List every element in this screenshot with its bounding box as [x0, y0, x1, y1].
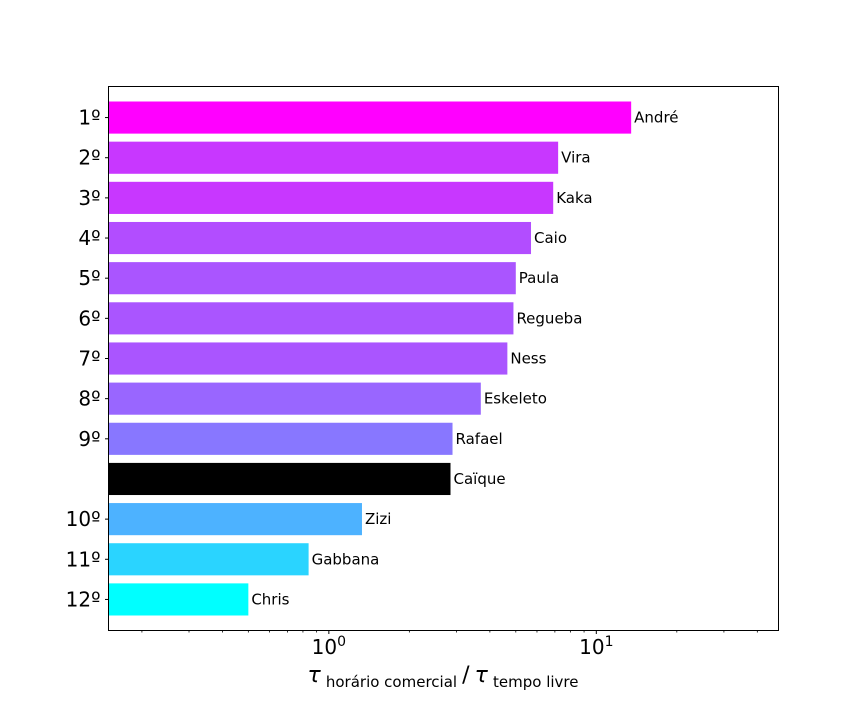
x-axis-label-slash: /	[462, 663, 470, 688]
bar	[108, 543, 309, 576]
bar-label: Caio	[534, 229, 567, 247]
bars-layer: André Vira Kaka Caio Paula Regueba Ness Eskelet…	[108, 101, 679, 616]
y-tick-label: 8º	[78, 387, 100, 411]
x-tick-exponent: 0	[337, 634, 346, 650]
bar-label: André	[634, 109, 678, 127]
y-tick-label: 5º	[78, 266, 100, 290]
x-axis-label-tau2: τ	[475, 663, 489, 688]
y-tick-label: 9º	[78, 427, 100, 451]
bar-label: Kaka	[556, 189, 592, 207]
bar-label: Vira	[561, 149, 590, 167]
bar-label: Chris	[251, 590, 289, 608]
bar-label: Zizi	[365, 510, 391, 528]
bar	[108, 181, 554, 214]
y-tick-label: 7º	[78, 347, 100, 371]
bar	[108, 422, 453, 455]
bar	[108, 342, 508, 375]
x-tick-label: 101	[579, 634, 613, 659]
bar	[108, 462, 451, 496]
bar-label: Gabbana	[312, 550, 380, 568]
y-tick-label: 2º	[78, 146, 100, 170]
bar	[108, 141, 559, 174]
y-tick-label: 12º	[66, 587, 101, 611]
y-tick-label: 1º	[78, 106, 100, 130]
y-tick-label: 6º	[78, 306, 100, 330]
x-tick-base: 10	[579, 635, 604, 659]
bar	[108, 101, 632, 134]
bar	[108, 221, 532, 255]
x-axis-label: τ horário comercial / τ tempo livre	[308, 663, 579, 691]
y-tick-label: 11º	[66, 547, 101, 571]
x-tick-label: 100	[312, 634, 346, 659]
bar-label: Ness	[510, 350, 546, 368]
bar	[108, 302, 514, 335]
x-tick-base: 10	[312, 635, 337, 659]
x-axis-label-tau1: τ	[308, 663, 322, 688]
y-tick-label: 4º	[78, 226, 100, 250]
bar	[108, 382, 481, 415]
y-tick-label: 10º	[66, 507, 101, 531]
bar-label: Caïque	[454, 470, 506, 488]
bar	[108, 503, 362, 536]
bar-label: Eskeleto	[484, 390, 547, 408]
x-axis-label-sub2: tempo livre	[493, 673, 578, 691]
x-axis-label-sub1: horário comercial	[326, 673, 457, 691]
x-tick-exponent: 1	[605, 634, 614, 650]
plot-frame	[108, 86, 779, 631]
bar	[108, 262, 516, 295]
bar-label: Regueba	[516, 309, 582, 327]
bar-label: Paula	[519, 269, 559, 287]
bar	[108, 583, 249, 616]
y-tick-label: 3º	[78, 186, 100, 210]
bar-label: Rafael	[456, 430, 503, 448]
